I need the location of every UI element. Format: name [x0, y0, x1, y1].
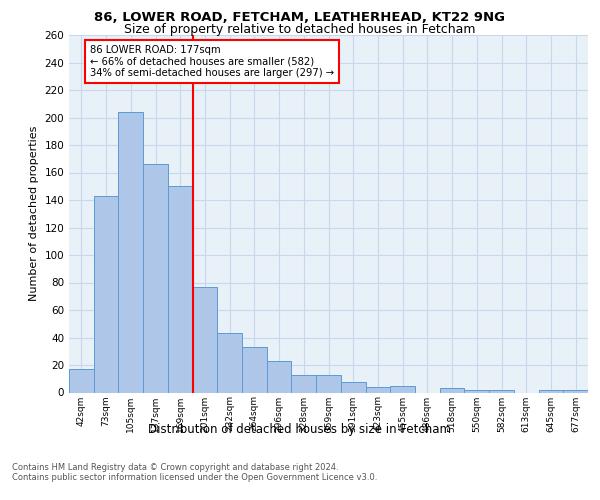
- Bar: [341, 382, 365, 392]
- Bar: [94, 196, 118, 392]
- Text: Size of property relative to detached houses in Fetcham: Size of property relative to detached ho…: [124, 22, 476, 36]
- Bar: [464, 390, 489, 392]
- Bar: [267, 361, 292, 392]
- Bar: [118, 112, 143, 392]
- Y-axis label: Number of detached properties: Number of detached properties: [29, 126, 39, 302]
- Bar: [316, 374, 341, 392]
- Text: 86, LOWER ROAD, FETCHAM, LEATHERHEAD, KT22 9NG: 86, LOWER ROAD, FETCHAM, LEATHERHEAD, KT…: [95, 11, 505, 24]
- Bar: [168, 186, 193, 392]
- Bar: [217, 334, 242, 392]
- Bar: [440, 388, 464, 392]
- Text: 86 LOWER ROAD: 177sqm
← 66% of detached houses are smaller (582)
34% of semi-det: 86 LOWER ROAD: 177sqm ← 66% of detached …: [90, 44, 334, 78]
- Bar: [489, 390, 514, 392]
- Text: Contains HM Land Registry data © Crown copyright and database right 2024.
Contai: Contains HM Land Registry data © Crown c…: [12, 462, 377, 482]
- Bar: [242, 347, 267, 393]
- Bar: [365, 387, 390, 392]
- Bar: [390, 386, 415, 392]
- Bar: [143, 164, 168, 392]
- Bar: [193, 286, 217, 393]
- Bar: [563, 390, 588, 392]
- Bar: [539, 390, 563, 392]
- Bar: [69, 369, 94, 392]
- Text: Distribution of detached houses by size in Fetcham: Distribution of detached houses by size …: [149, 422, 452, 436]
- Bar: [292, 374, 316, 392]
